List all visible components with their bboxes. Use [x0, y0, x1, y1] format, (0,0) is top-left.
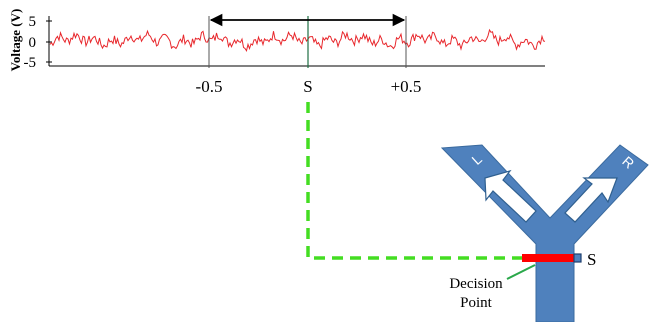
- decision-label-line1: Decision: [449, 276, 503, 292]
- voltage-plot: Voltage (V) 5 0 -5 -0.5 S +0.5: [8, 9, 546, 96]
- right-arm-arrow-icon: [564, 177, 618, 223]
- voltage-trace: [49, 28, 546, 53]
- y-tick-5: 5: [29, 14, 37, 30]
- window-left-label: -0.5: [196, 77, 223, 96]
- window-center-label: S: [303, 77, 312, 96]
- left-arm-arrow-icon: [484, 169, 537, 223]
- y-axis-label: Voltage (V): [8, 9, 23, 72]
- decision-bar: [522, 254, 574, 262]
- window-right-label: +0.5: [391, 77, 422, 96]
- y-tick-minus-5: -5: [24, 55, 37, 71]
- decision-pointer: [506, 264, 536, 280]
- y-tick-0: 0: [29, 35, 37, 51]
- decision-label-line2: Point: [460, 295, 493, 311]
- sensor-icon: [573, 253, 582, 263]
- sensor-label: S: [587, 250, 596, 269]
- y-maze: L R S Decision Point: [440, 144, 649, 322]
